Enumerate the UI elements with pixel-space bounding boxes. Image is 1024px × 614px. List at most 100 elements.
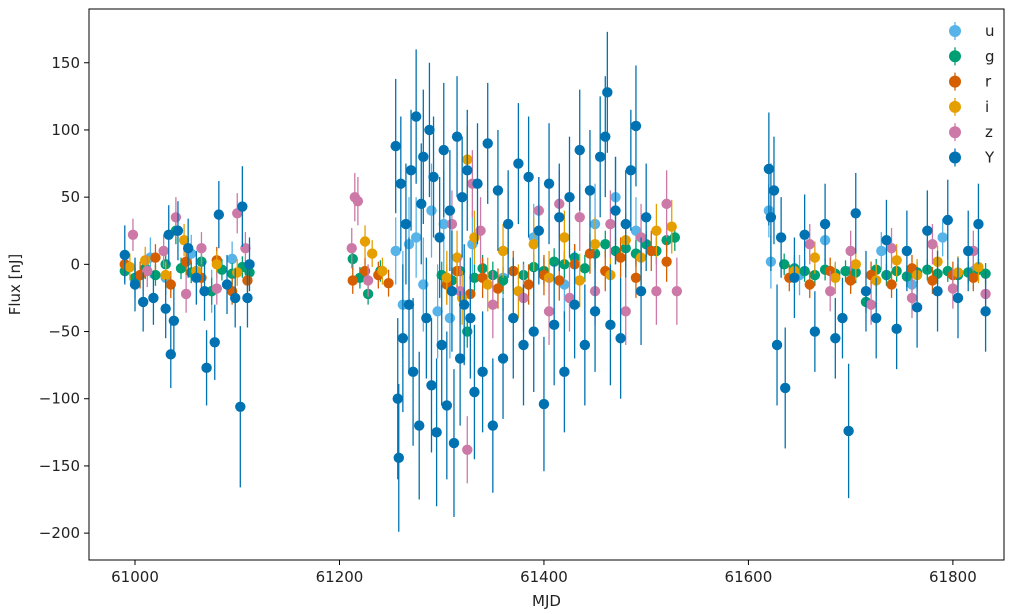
legend-marker bbox=[949, 75, 961, 88]
data-point bbox=[469, 386, 480, 398]
data-point bbox=[199, 286, 210, 297]
data-point bbox=[497, 245, 509, 257]
data-point bbox=[901, 245, 913, 257]
data-point bbox=[543, 178, 555, 189]
data-point bbox=[533, 225, 545, 236]
data-point bbox=[221, 279, 233, 290]
data-point bbox=[799, 229, 810, 240]
data-point bbox=[346, 243, 357, 254]
data-point bbox=[482, 138, 493, 149]
data-point bbox=[973, 218, 984, 230]
data-point bbox=[615, 333, 626, 344]
data-point bbox=[947, 283, 959, 294]
data-point bbox=[574, 212, 585, 223]
data-point bbox=[137, 296, 149, 308]
x-tick-label: 61000 bbox=[111, 568, 159, 586]
data-point bbox=[178, 234, 190, 246]
data-point bbox=[182, 243, 194, 254]
data-point bbox=[980, 306, 991, 317]
data-point bbox=[538, 398, 550, 410]
data-point bbox=[602, 87, 613, 98]
data-point bbox=[661, 234, 672, 246]
y-tick-label: 150 bbox=[51, 54, 80, 72]
legend-item-z: z bbox=[949, 123, 993, 142]
data-point bbox=[492, 185, 504, 196]
data-point bbox=[390, 245, 401, 257]
data-point bbox=[196, 243, 207, 254]
data-point bbox=[438, 144, 449, 156]
data-point bbox=[454, 286, 466, 297]
legend-marker bbox=[949, 25, 961, 37]
data-point bbox=[229, 292, 241, 304]
data-point bbox=[523, 279, 534, 290]
data-point bbox=[172, 225, 184, 236]
data-point bbox=[431, 427, 442, 438]
x-tick-label: 61200 bbox=[316, 568, 364, 586]
legend-marker bbox=[949, 50, 961, 63]
data-point bbox=[819, 218, 831, 230]
data-point bbox=[589, 306, 601, 317]
data-point bbox=[502, 218, 514, 230]
data-point bbox=[403, 299, 415, 310]
data-point bbox=[150, 252, 161, 263]
legend-marker bbox=[949, 151, 961, 164]
x-axis-label: MJD bbox=[532, 592, 561, 610]
data-point bbox=[352, 195, 364, 207]
data-point bbox=[886, 243, 897, 254]
y-tick-label: 50 bbox=[61, 188, 80, 206]
y-tick-label: −100 bbox=[39, 390, 80, 408]
data-point bbox=[140, 255, 151, 266]
data-point bbox=[441, 400, 453, 411]
data-point bbox=[605, 319, 616, 331]
data-point bbox=[850, 259, 861, 270]
legend-marker bbox=[949, 126, 961, 139]
data-point bbox=[492, 283, 504, 294]
data-point bbox=[347, 253, 358, 265]
data-point bbox=[600, 131, 611, 142]
data-point bbox=[830, 333, 841, 344]
data-point bbox=[574, 275, 585, 286]
data-point bbox=[927, 238, 938, 250]
data-point bbox=[462, 444, 473, 455]
data-point bbox=[630, 272, 642, 283]
data-point bbox=[932, 286, 943, 297]
data-point bbox=[579, 263, 591, 274]
data-point bbox=[548, 256, 560, 267]
data-point bbox=[543, 306, 555, 317]
data-point bbox=[579, 339, 591, 351]
data-point bbox=[771, 339, 783, 351]
data-point bbox=[244, 259, 255, 270]
data-point bbox=[410, 111, 422, 122]
data-point bbox=[451, 131, 463, 142]
data-point bbox=[554, 275, 565, 286]
data-point bbox=[158, 245, 169, 257]
data-point bbox=[615, 252, 626, 263]
data-point bbox=[165, 279, 176, 290]
data-point bbox=[410, 232, 422, 243]
data-point bbox=[359, 236, 371, 247]
data-point bbox=[523, 171, 534, 183]
data-point bbox=[226, 253, 238, 265]
data-point bbox=[180, 288, 192, 300]
data-point bbox=[845, 245, 856, 257]
series-Y bbox=[119, 31, 991, 532]
data-point bbox=[426, 380, 437, 391]
data-point bbox=[235, 401, 246, 412]
data-point bbox=[809, 269, 821, 281]
x-tick-label: 61600 bbox=[725, 568, 773, 586]
data-point bbox=[459, 299, 470, 310]
data-point bbox=[891, 323, 902, 335]
data-point bbox=[671, 286, 683, 297]
data-point bbox=[465, 312, 476, 324]
data-point bbox=[554, 212, 565, 223]
data-point bbox=[170, 212, 182, 223]
data-point bbox=[237, 201, 248, 212]
data-point bbox=[646, 245, 657, 257]
data-point bbox=[876, 245, 887, 257]
data-point bbox=[865, 299, 877, 310]
data-point bbox=[163, 229, 174, 240]
data-point bbox=[454, 353, 466, 364]
data-point bbox=[666, 221, 677, 232]
data-point bbox=[871, 312, 882, 324]
data-point bbox=[400, 218, 412, 230]
